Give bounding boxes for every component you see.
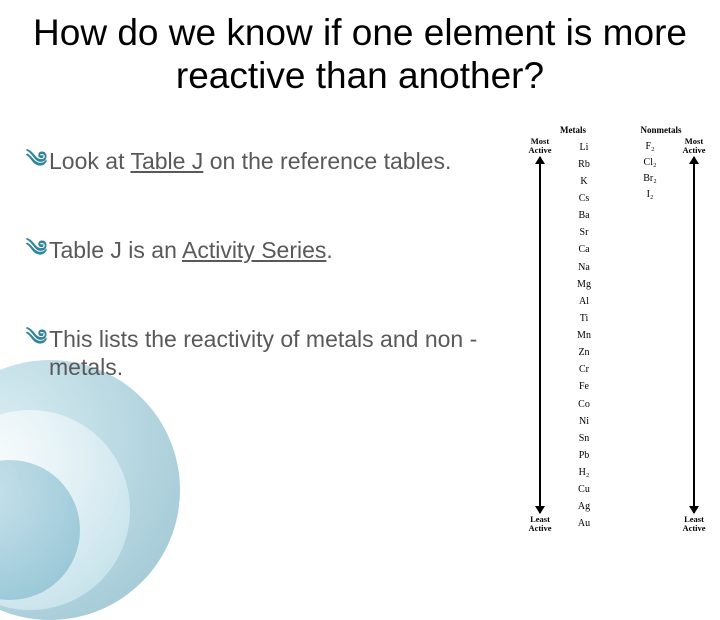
- metals-arrow: Most Active Least Active: [530, 137, 550, 533]
- element-symbol: Sr: [552, 225, 616, 242]
- element-symbol: K: [552, 173, 616, 190]
- bullet-text-post: .: [326, 237, 332, 263]
- nonmetals-list: F₂Cl₂Br₂I₂: [618, 137, 682, 533]
- element-symbol: Ni: [552, 413, 616, 430]
- bullet-text-pre: Table J is an: [49, 237, 182, 263]
- least-active-label: Least Active: [682, 515, 705, 533]
- element-symbol: Rb: [552, 156, 616, 173]
- bullet-glyph-icon: ༄: [26, 236, 47, 262]
- bullet-text-pre: This lists the reactivity of metals and …: [49, 326, 477, 381]
- element-symbol: F₂: [618, 139, 682, 155]
- bullet-text-pre: Look at: [49, 148, 130, 174]
- element-symbol: Cl₂: [618, 155, 682, 171]
- element-symbol: Mg: [552, 276, 616, 293]
- element-symbol: Cs: [552, 190, 616, 207]
- element-symbol: Cr: [552, 362, 616, 379]
- least-active-label: Least Active: [528, 515, 551, 533]
- bullet-list: ༄ Look at Table J on the reference table…: [20, 143, 520, 533]
- element-symbol: I₂: [618, 187, 682, 203]
- most-active-label: Most Active: [682, 137, 705, 155]
- element-symbol: Na: [552, 259, 616, 276]
- element-symbol: Pb: [552, 447, 616, 464]
- most-active-label: Most Active: [528, 137, 551, 155]
- element-symbol: Ba: [552, 208, 616, 225]
- slide: How do we know if one element is more re…: [0, 0, 720, 540]
- bullet-text: Table J is an Activity Series.: [49, 236, 520, 265]
- element-symbol: Br₂: [618, 171, 682, 187]
- element-symbol: Ca: [552, 242, 616, 259]
- bullet-glyph-icon: ༄: [26, 147, 47, 173]
- element-symbol: Ti: [552, 310, 616, 327]
- bullet-text: Look at Table J on the reference tables.: [49, 147, 520, 176]
- slide-title: How do we know if one element is more re…: [20, 12, 700, 97]
- bullet-text: This lists the reactivity of metals and …: [49, 325, 520, 383]
- bullet-glyph-icon: ༄: [26, 325, 47, 351]
- metals-list: LiRbKCsBaSrCaNaMgAlTiMnZnCrFeCoNiSnPbH₂C…: [552, 137, 616, 533]
- nonmetals-arrow: Most Active Least Active: [684, 137, 704, 533]
- bullet-text-underline: Activity Series: [182, 237, 326, 263]
- element-symbol: H₂: [552, 464, 616, 481]
- element-symbol: Zn: [552, 345, 616, 362]
- bullet-text-post: on the reference tables.: [203, 148, 451, 174]
- element-symbol: Al: [552, 293, 616, 310]
- bullet-text-underline: Table J: [130, 148, 203, 174]
- nonmetals-column: Nonmetals F₂Cl₂Br₂I₂ Most Active Least A…: [618, 125, 704, 533]
- content-row: ༄ Look at Table J on the reference table…: [20, 143, 700, 533]
- element-symbol: Mn: [552, 327, 616, 344]
- element-symbol: Sn: [552, 430, 616, 447]
- bullet-item: ༄ This lists the reactivity of metals an…: [26, 325, 520, 383]
- metals-column: Metals Most Active Least Active LiRbKCsB…: [530, 125, 616, 533]
- activity-series-table: Metals Most Active Least Active LiRbKCsB…: [530, 125, 704, 533]
- element-symbol: Co: [552, 396, 616, 413]
- bullet-item: ༄ Table J is an Activity Series.: [26, 236, 520, 265]
- element-symbol: Au: [552, 516, 616, 533]
- element-symbol: Fe: [552, 379, 616, 396]
- element-symbol: Li: [552, 139, 616, 156]
- element-symbol: Cu: [552, 482, 616, 499]
- element-symbol: Ag: [552, 499, 616, 516]
- bullet-item: ༄ Look at Table J on the reference table…: [26, 147, 520, 176]
